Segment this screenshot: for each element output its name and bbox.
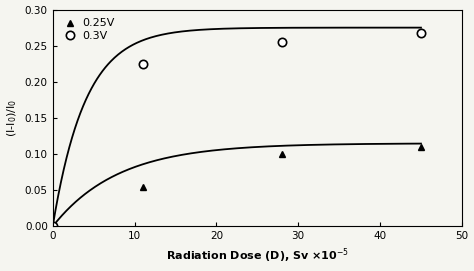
0.25V (279, 153, 285, 156)
0.25V (50, 225, 55, 228)
Line: 0.3V: 0.3V (48, 28, 425, 231)
0.3V (279, 40, 285, 44)
0.25V (140, 185, 146, 188)
Line: 0.25V: 0.25V (49, 143, 424, 230)
0.3V (418, 31, 424, 34)
Legend: 0.25V, 0.3V: 0.25V, 0.3V (58, 15, 118, 44)
Y-axis label: (I-I$_0$)/I$_0$: (I-I$_0$)/I$_0$ (6, 99, 19, 137)
X-axis label: Radiation Dose (D), Sv ×10$^{-5}$: Radiation Dose (D), Sv ×10$^{-5}$ (166, 247, 349, 265)
0.25V (418, 145, 424, 149)
0.3V (140, 62, 146, 65)
0.3V (50, 225, 55, 228)
